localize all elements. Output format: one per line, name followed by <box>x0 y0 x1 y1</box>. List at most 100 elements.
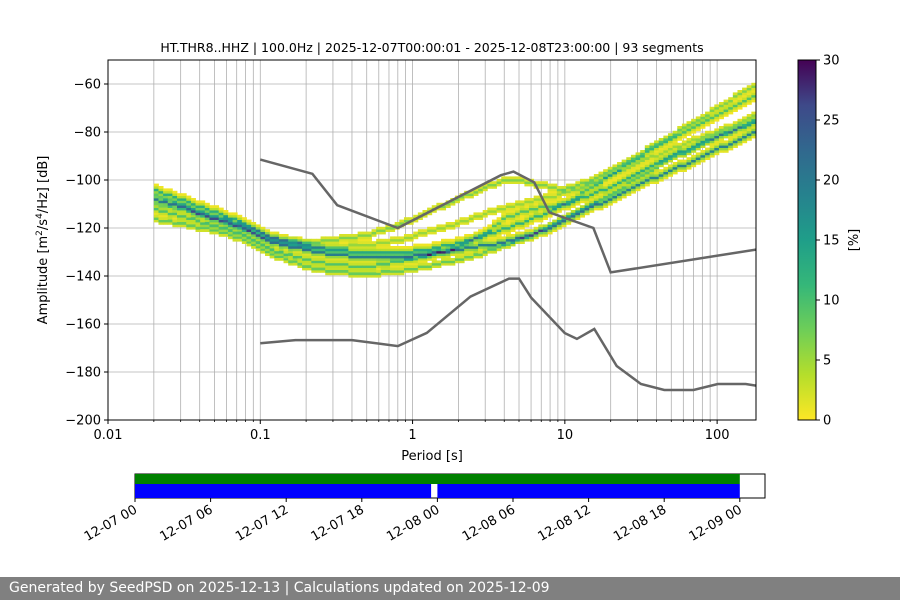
heatmap-cell <box>505 178 511 182</box>
heatmap-cell <box>380 258 386 261</box>
heatmap-cell <box>357 272 363 276</box>
heatmap-cell <box>654 171 660 175</box>
heatmap-cell <box>644 174 650 177</box>
heatmap-cell <box>195 210 201 213</box>
heatmap-cell <box>403 267 409 271</box>
heatmap-cell <box>348 270 354 273</box>
heatmap-cell <box>200 219 206 223</box>
heatmap-cell <box>505 212 511 216</box>
heatmap-cell <box>515 219 521 223</box>
heatmap-cell <box>315 246 321 249</box>
heatmap-cell <box>658 178 664 182</box>
heatmap-cell <box>556 207 562 211</box>
heatmap-cell <box>177 217 183 220</box>
heatmap-cell <box>667 166 674 170</box>
heatmap-cell <box>478 217 484 220</box>
heatmap-cell <box>306 258 312 261</box>
heatmap-cell <box>371 272 377 276</box>
heatmap-cell <box>237 224 243 228</box>
heatmap-cell <box>593 186 599 189</box>
psd-heatmap <box>153 82 756 278</box>
heatmap-cell <box>260 243 266 247</box>
heatmap-cell <box>385 253 391 256</box>
heatmap-cell <box>274 236 280 240</box>
heatmap-cell <box>315 241 321 244</box>
heatmap-cell <box>302 267 308 271</box>
heatmap-cell <box>566 212 572 216</box>
heatmap-cell <box>561 188 567 192</box>
heatmap-cell <box>464 238 470 242</box>
heatmap-cell <box>408 236 414 240</box>
heatmap-cell <box>454 243 460 247</box>
heatmap-cell <box>732 109 738 112</box>
heatmap-cell <box>718 116 724 120</box>
heatmap-cell <box>232 222 238 225</box>
heatmap-cell <box>723 135 729 139</box>
heatmap-cell <box>380 250 386 254</box>
heatmap-cell <box>584 183 590 187</box>
heatmap-cell <box>478 186 484 189</box>
heatmap-cell <box>654 169 660 172</box>
heatmap-cell <box>677 128 683 132</box>
heatmap-cell <box>325 243 331 247</box>
heatmap-cell <box>677 147 683 151</box>
heatmap-cell <box>348 262 354 266</box>
heatmap-cell <box>640 162 646 165</box>
heatmap-cell <box>269 248 275 252</box>
heatmap-cell <box>417 234 423 237</box>
heatmap-cell <box>542 181 548 184</box>
heatmap-cell <box>501 214 507 218</box>
heatmap-cell <box>556 217 562 220</box>
heatmap-cell <box>589 207 595 211</box>
heatmap-cell <box>630 176 636 180</box>
heatmap-cell <box>431 226 437 230</box>
heatmap-cell <box>441 248 447 252</box>
heatmap-cell <box>269 241 275 244</box>
heatmap-cell <box>515 231 521 235</box>
heatmap-cell <box>677 162 683 165</box>
heatmap-cell <box>751 130 756 134</box>
heatmap-cell <box>626 190 632 194</box>
heatmap-cell <box>385 229 391 232</box>
heatmap-cell <box>473 193 479 196</box>
heatmap-cell <box>482 186 488 189</box>
heatmap-cell <box>677 135 683 139</box>
heatmap-cell <box>700 140 706 144</box>
heatmap-cell <box>339 265 345 268</box>
heatmap-cell <box>325 241 331 244</box>
heatmap-cell <box>686 164 692 168</box>
heatmap-cell <box>315 267 321 271</box>
heatmap-cell <box>177 198 183 201</box>
heatmap-cell <box>552 193 558 196</box>
heatmap-cell <box>186 226 192 230</box>
heatmap-cell <box>649 154 655 158</box>
heatmap-cell <box>589 205 595 208</box>
heatmap-cell <box>399 270 405 273</box>
heatmap-cell <box>362 246 368 249</box>
heatmap-cell <box>714 111 720 115</box>
heatmap-cell <box>482 238 488 242</box>
heatmap-cell <box>441 241 447 244</box>
heatmap-cell <box>746 126 752 129</box>
heatmap-cell <box>691 135 697 139</box>
heatmap-cell <box>302 243 308 247</box>
heatmap-cell <box>297 262 303 266</box>
heatmap-cell <box>496 231 502 235</box>
heatmap-cell <box>329 258 335 261</box>
heatmap-cell <box>431 250 437 254</box>
heatmap-cell <box>732 97 738 100</box>
y-tick-label: −100 <box>65 174 101 189</box>
heatmap-cell <box>297 265 303 268</box>
heatmap-cell <box>589 183 595 187</box>
heatmap-cell <box>700 123 706 127</box>
heatmap-cell <box>732 130 738 134</box>
heatmap-cell <box>399 250 405 254</box>
heatmap-cell <box>371 241 377 244</box>
heatmap-cell <box>635 169 641 172</box>
heatmap-cell <box>742 94 748 98</box>
heatmap-cell <box>487 229 493 232</box>
heatmap-cell <box>172 195 178 199</box>
heatmap-cell <box>177 205 183 208</box>
heatmap-cell <box>186 202 192 206</box>
heatmap-cell <box>223 226 229 230</box>
